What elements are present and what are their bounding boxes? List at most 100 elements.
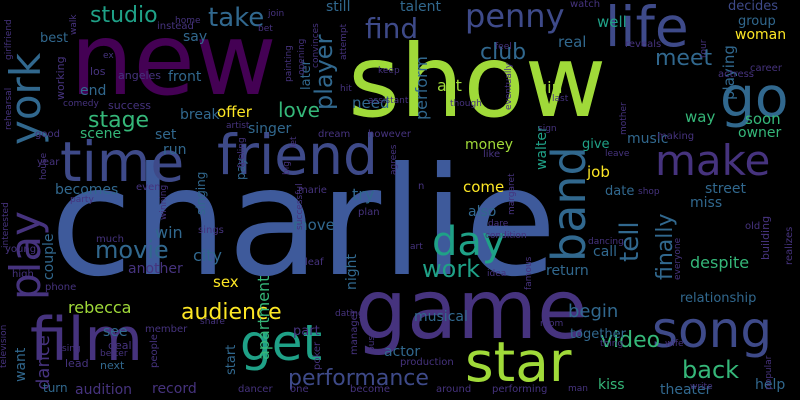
word-dream: dream	[318, 129, 351, 140]
word-say: say	[183, 29, 208, 45]
word-start: start	[224, 344, 239, 375]
word-better: better	[100, 349, 128, 359]
word-move: move	[293, 216, 335, 234]
word-penny: penny	[465, 0, 565, 35]
word-club: club	[480, 40, 527, 65]
word-eventually: eventually	[504, 62, 514, 110]
word-making: making	[657, 131, 695, 142]
word-one: one	[290, 384, 309, 395]
word-party: party	[70, 195, 94, 205]
word-decides: decides	[728, 0, 779, 14]
word-shop: shop	[638, 187, 660, 197]
word-girl: girl	[537, 78, 563, 97]
word-realizes: realizes	[784, 226, 795, 265]
word-instead: instead	[157, 21, 194, 32]
word-show: show	[348, 23, 607, 140]
word-help: help	[755, 377, 786, 393]
word-famous: famous	[524, 256, 534, 290]
word-keep: keep	[378, 66, 400, 76]
word-real: real	[558, 33, 587, 51]
word-comedy: comedy	[63, 99, 99, 109]
word-sign: sign	[538, 124, 557, 134]
word-day: day	[432, 219, 506, 265]
word-convinces: convinces	[311, 23, 321, 68]
word-talent: talent	[400, 0, 441, 15]
word-turn: turn	[43, 381, 68, 395]
word-record: record	[152, 381, 197, 397]
word-dancing: dancing	[588, 237, 624, 247]
word-star: star	[465, 330, 572, 394]
word-marie: marie	[298, 185, 327, 196]
word-film: film	[30, 305, 143, 375]
word-bus: bus	[367, 335, 377, 352]
word-reveals: reveals	[625, 39, 662, 50]
word-margaret: margaret	[507, 173, 517, 215]
word-return: return	[546, 263, 589, 279]
word-relationship: relationship	[680, 291, 757, 306]
word-around: around	[436, 384, 472, 395]
word-job: job	[587, 163, 610, 181]
word-hit: hit	[340, 84, 352, 94]
word-make: make	[655, 136, 771, 185]
word-end: end	[80, 83, 107, 99]
word-feeling: feeling	[237, 137, 247, 168]
word-man: man	[568, 384, 588, 394]
word-apartment: apartment	[254, 275, 273, 360]
word-video: video	[600, 328, 661, 353]
word-dare: dare	[488, 219, 509, 229]
word-song: song	[652, 301, 773, 359]
word-room: room	[540, 319, 564, 329]
word-performing: performing	[492, 384, 548, 395]
word-artist: artist	[226, 121, 250, 131]
word-soon: soon	[745, 110, 781, 128]
word-year: year	[37, 157, 60, 168]
word-friend: friend	[217, 123, 378, 187]
word-despite: despite	[690, 253, 750, 272]
word-audition: audition	[75, 382, 133, 398]
word-deal: deal	[108, 339, 132, 352]
word-well: well	[597, 13, 627, 31]
word-phone: phone	[45, 282, 77, 293]
word-act: act	[437, 76, 462, 95]
word-successful: successful	[295, 183, 305, 230]
word-art: art	[410, 242, 423, 252]
word-assistant: assistant	[368, 96, 409, 106]
word-singer: singer	[248, 121, 292, 137]
word-call: call	[593, 244, 618, 260]
word-audience: audience	[181, 300, 282, 325]
word-kiss: kiss	[598, 377, 625, 393]
word-opening: opening	[297, 38, 307, 75]
word-want: want	[13, 347, 29, 382]
word-run: run	[163, 142, 187, 158]
word-begin: begin	[568, 301, 619, 322]
word-break: break	[180, 107, 220, 123]
word-still: still	[326, 0, 351, 15]
word-go: go	[720, 65, 789, 129]
word-find: find	[365, 12, 419, 45]
word-poker: poker	[312, 341, 323, 370]
word-watch: watch	[570, 0, 601, 10]
word-everyone: everyone	[673, 237, 683, 280]
word-perform: perform	[412, 56, 431, 120]
word-attempt: attempt	[339, 23, 349, 60]
word-member: member	[145, 324, 188, 335]
word-much: much	[96, 234, 124, 245]
word-mother: mother	[619, 102, 629, 135]
word-another: another	[128, 261, 183, 277]
word-write: write	[690, 382, 713, 392]
word-part: part	[293, 324, 320, 339]
word-popular: popular	[764, 355, 774, 390]
word-life: life	[605, 0, 689, 59]
word-see: see	[103, 324, 128, 340]
word-theater: theater	[660, 382, 712, 398]
word-home: home	[175, 16, 201, 26]
word-young: young	[5, 244, 37, 255]
word-stage: stage	[88, 108, 150, 133]
word-good: good	[35, 129, 60, 140]
word-back: back	[682, 356, 740, 384]
word-come: come	[463, 178, 505, 196]
word-leaf: leaf	[305, 257, 324, 268]
word-front: front	[168, 69, 202, 85]
word-big: big	[282, 161, 292, 175]
word-winning: winning	[159, 184, 169, 220]
